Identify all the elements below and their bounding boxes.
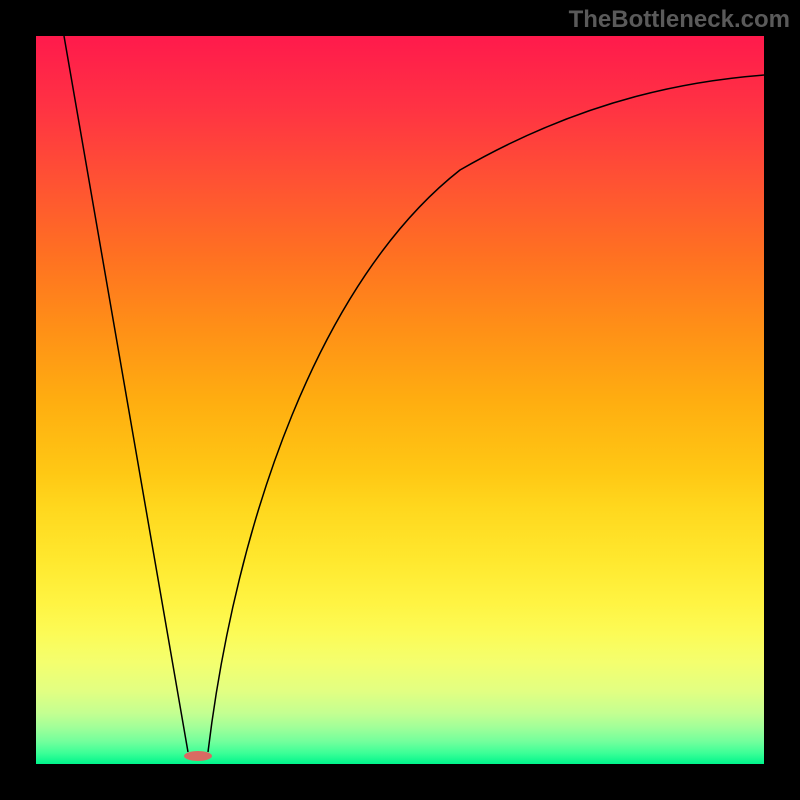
bottleneck-chart: [0, 0, 800, 800]
optimal-marker: [184, 751, 212, 761]
watermark-text: TheBottleneck.com: [569, 6, 790, 34]
gradient-background: [36, 36, 764, 764]
chart-container: TheBottleneck.com: [0, 0, 800, 800]
